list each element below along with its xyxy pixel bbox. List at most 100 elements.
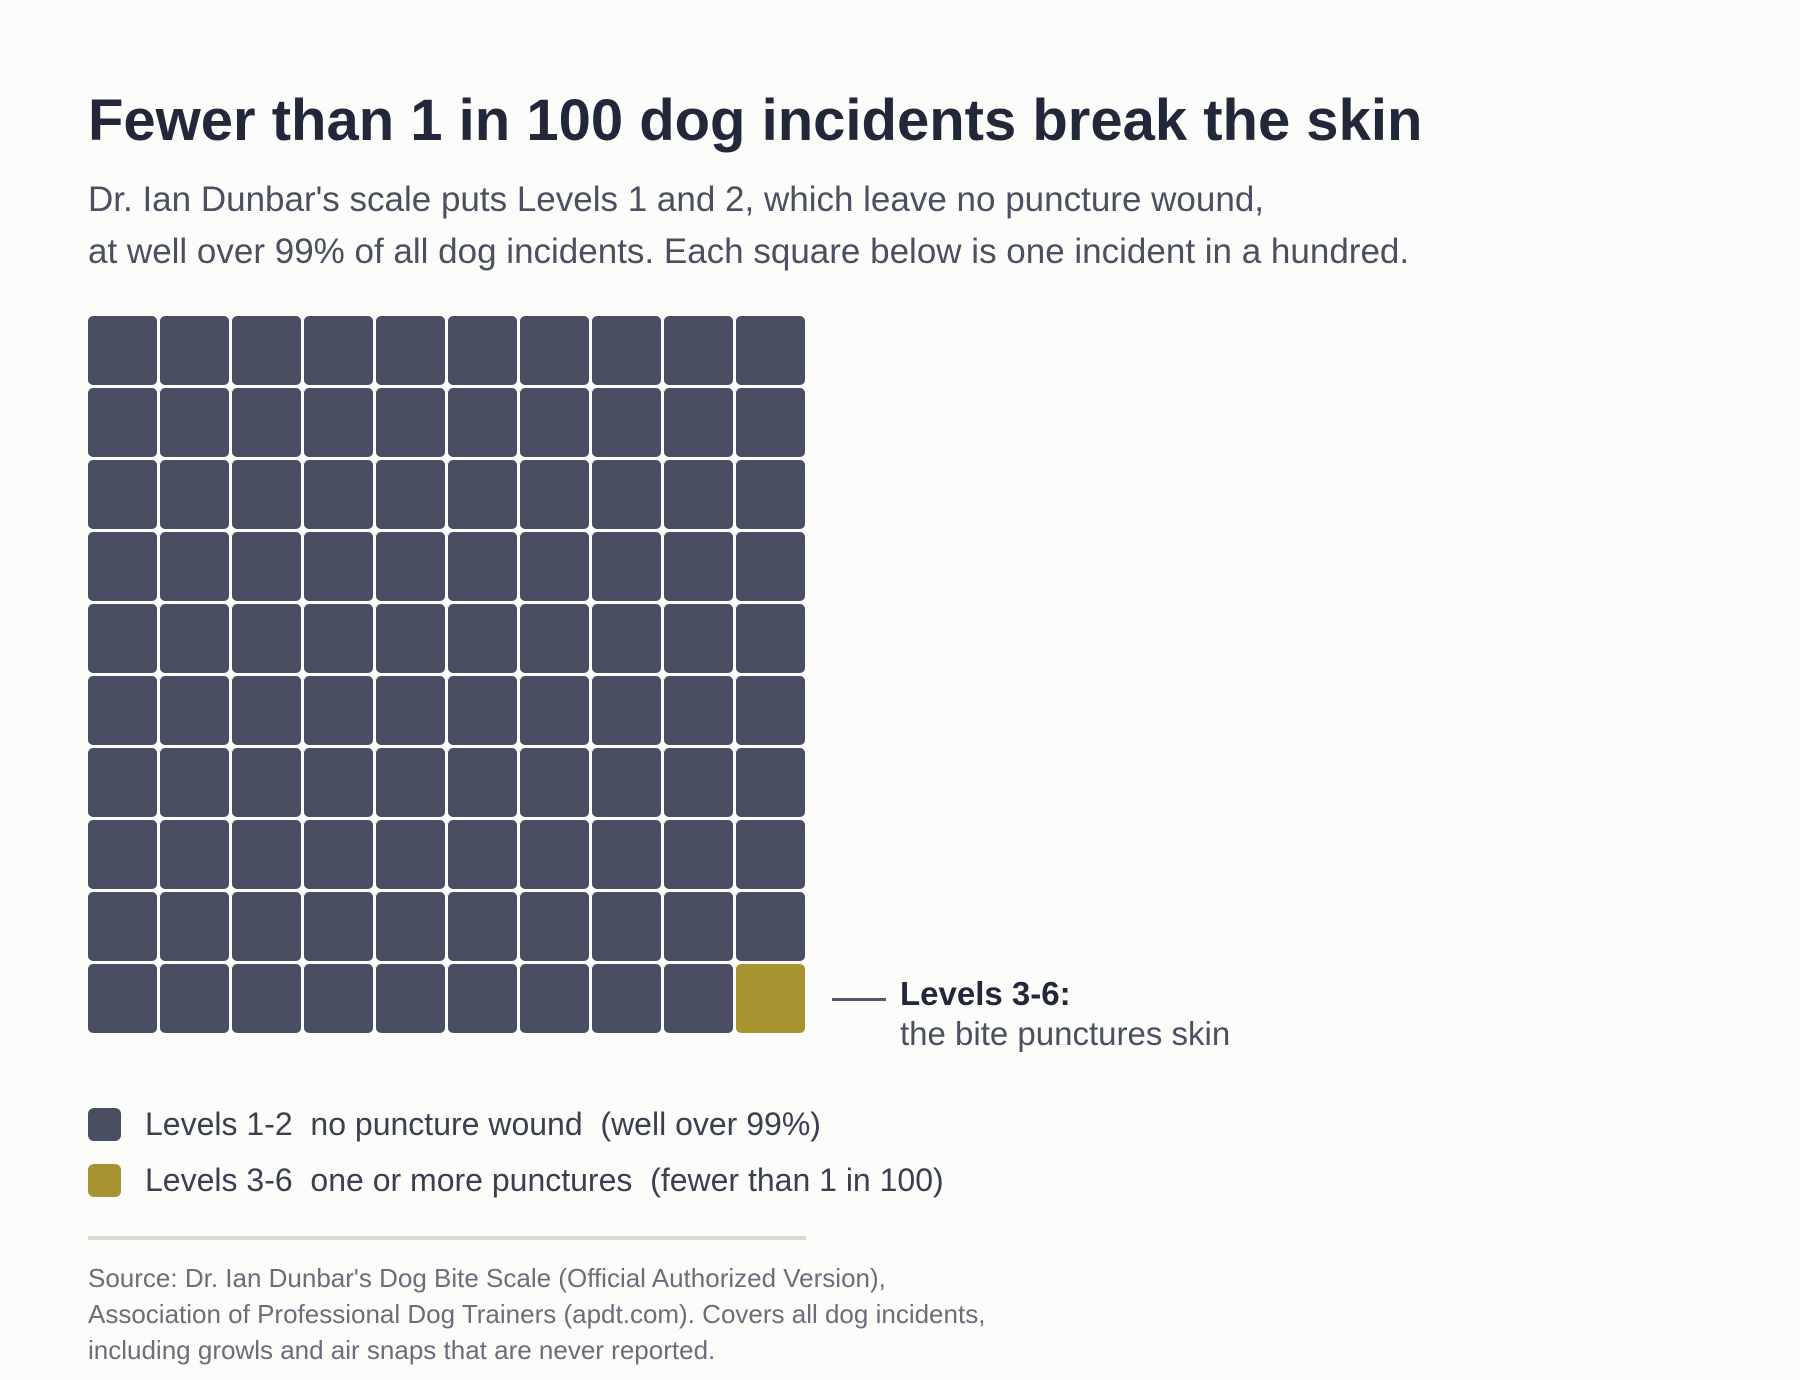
waffle-cell-9 [664, 316, 733, 385]
waffle-cell-64 [304, 748, 373, 817]
waffle-cell-93 [232, 964, 301, 1033]
waffle-cell-53 [232, 676, 301, 745]
waffle-cell-2 [160, 316, 229, 385]
waffle-cell-88 [592, 892, 661, 961]
waffle-cell-94 [304, 964, 373, 1033]
waffle-cell-5 [376, 316, 445, 385]
waffle-cell-26 [448, 460, 517, 529]
waffle-cell-31 [88, 532, 157, 601]
waffle-cell-22 [160, 460, 229, 529]
waffle-cell-96 [448, 964, 517, 1033]
waffle-cell-81 [88, 892, 157, 961]
waffle-cell-72 [160, 820, 229, 889]
waffle-cell-92 [160, 964, 229, 1033]
source-note: Source: Dr. Ian Dunbar's Dog Bite Scale … [88, 1260, 985, 1368]
waffle-cell-54 [304, 676, 373, 745]
waffle-cell-99 [664, 964, 733, 1033]
divider [88, 1236, 806, 1240]
waffle-cell-21 [88, 460, 157, 529]
waffle-cell-10 [736, 316, 805, 385]
waffle-cell-83 [232, 892, 301, 961]
waffle-cell-38 [592, 532, 661, 601]
chart-subtitle: Dr. Ian Dunbar's scale puts Levels 1 and… [88, 174, 1409, 278]
waffle-cell-57 [520, 676, 589, 745]
waffle-cell-63 [232, 748, 301, 817]
waffle-cell-41 [88, 604, 157, 673]
waffle-cell-35 [376, 532, 445, 601]
waffle-cell-19 [664, 388, 733, 457]
waffle-cell-58 [592, 676, 661, 745]
waffle-cell-45 [376, 604, 445, 673]
waffle-cell-18 [592, 388, 661, 457]
waffle-cell-68 [592, 748, 661, 817]
subtitle-line-1: Dr. Ian Dunbar's scale puts Levels 1 and… [88, 180, 1265, 219]
waffle-cell-39 [664, 532, 733, 601]
waffle-cell-73 [232, 820, 301, 889]
waffle-cell-100 [736, 964, 805, 1033]
legend-item-levels-3-6: Levels 3-6 one or more punctures (fewer … [88, 1152, 944, 1208]
waffle-cell-34 [304, 532, 373, 601]
legend-swatch-levels-1-2 [88, 1107, 121, 1141]
waffle-cell-59 [664, 676, 733, 745]
waffle-cell-69 [664, 748, 733, 817]
waffle-cell-78 [592, 820, 661, 889]
waffle-cell-3 [232, 316, 301, 385]
waffle-cell-84 [304, 892, 373, 961]
waffle-cell-8 [592, 316, 661, 385]
legend-item-levels-1-2: Levels 1-2 no puncture wound (well over … [88, 1096, 944, 1152]
waffle-cell-76 [448, 820, 517, 889]
waffle-cell-62 [160, 748, 229, 817]
waffle-cell-42 [160, 604, 229, 673]
waffle-cell-65 [376, 748, 445, 817]
source-line-2: Association of Professional Dog Trainers… [88, 1299, 986, 1329]
waffle-cell-75 [376, 820, 445, 889]
source-line-1: Source: Dr. Ian Dunbar's Dog Bite Scale … [88, 1263, 886, 1293]
legend-swatch-levels-3-6 [88, 1163, 121, 1197]
waffle-cell-82 [160, 892, 229, 961]
waffle-cell-23 [232, 460, 301, 529]
waffle-cell-91 [88, 964, 157, 1033]
waffle-cell-28 [592, 460, 661, 529]
waffle-cell-87 [520, 892, 589, 961]
waffle-cell-33 [232, 532, 301, 601]
waffle-cell-1 [88, 316, 157, 385]
waffle-cell-14 [304, 388, 373, 457]
waffle-cell-61 [88, 748, 157, 817]
waffle-cell-13 [232, 388, 301, 457]
waffle-cell-25 [376, 460, 445, 529]
callout-text: the bite punctures skin [900, 1015, 1231, 1052]
waffle-cell-60 [736, 676, 805, 745]
waffle-cell-6 [448, 316, 517, 385]
waffle-cell-27 [520, 460, 589, 529]
waffle-cell-29 [664, 460, 733, 529]
waffle-cell-46 [448, 604, 517, 673]
waffle-cell-51 [88, 676, 157, 745]
waffle-cell-11 [88, 388, 157, 457]
waffle-cell-40 [736, 532, 805, 601]
waffle-chart [88, 316, 805, 1033]
waffle-cell-36 [448, 532, 517, 601]
waffle-cell-15 [376, 388, 445, 457]
waffle-cell-70 [736, 748, 805, 817]
waffle-cell-50 [736, 604, 805, 673]
waffle-cell-80 [736, 820, 805, 889]
chart-title: Fewer than 1 in 100 dog incidents break … [88, 88, 1423, 153]
waffle-cell-44 [304, 604, 373, 673]
source-line-3: including growls and air snaps that are … [88, 1335, 716, 1365]
waffle-cell-7 [520, 316, 589, 385]
waffle-cell-74 [304, 820, 373, 889]
waffle-cell-98 [592, 964, 661, 1033]
waffle-cell-17 [520, 388, 589, 457]
callout-title: Levels 3-6: [900, 975, 1071, 1012]
waffle-cell-79 [664, 820, 733, 889]
waffle-cell-71 [88, 820, 157, 889]
waffle-cell-16 [448, 388, 517, 457]
waffle-cell-32 [160, 532, 229, 601]
waffle-cell-43 [232, 604, 301, 673]
legend: Levels 1-2 no puncture wound (well over … [88, 1096, 944, 1208]
waffle-cell-20 [736, 388, 805, 457]
legend-label-levels-3-6: Levels 3-6 one or more punctures (fewer … [145, 1161, 944, 1198]
waffle-cell-85 [376, 892, 445, 961]
waffle-cell-4 [304, 316, 373, 385]
waffle-cell-24 [304, 460, 373, 529]
